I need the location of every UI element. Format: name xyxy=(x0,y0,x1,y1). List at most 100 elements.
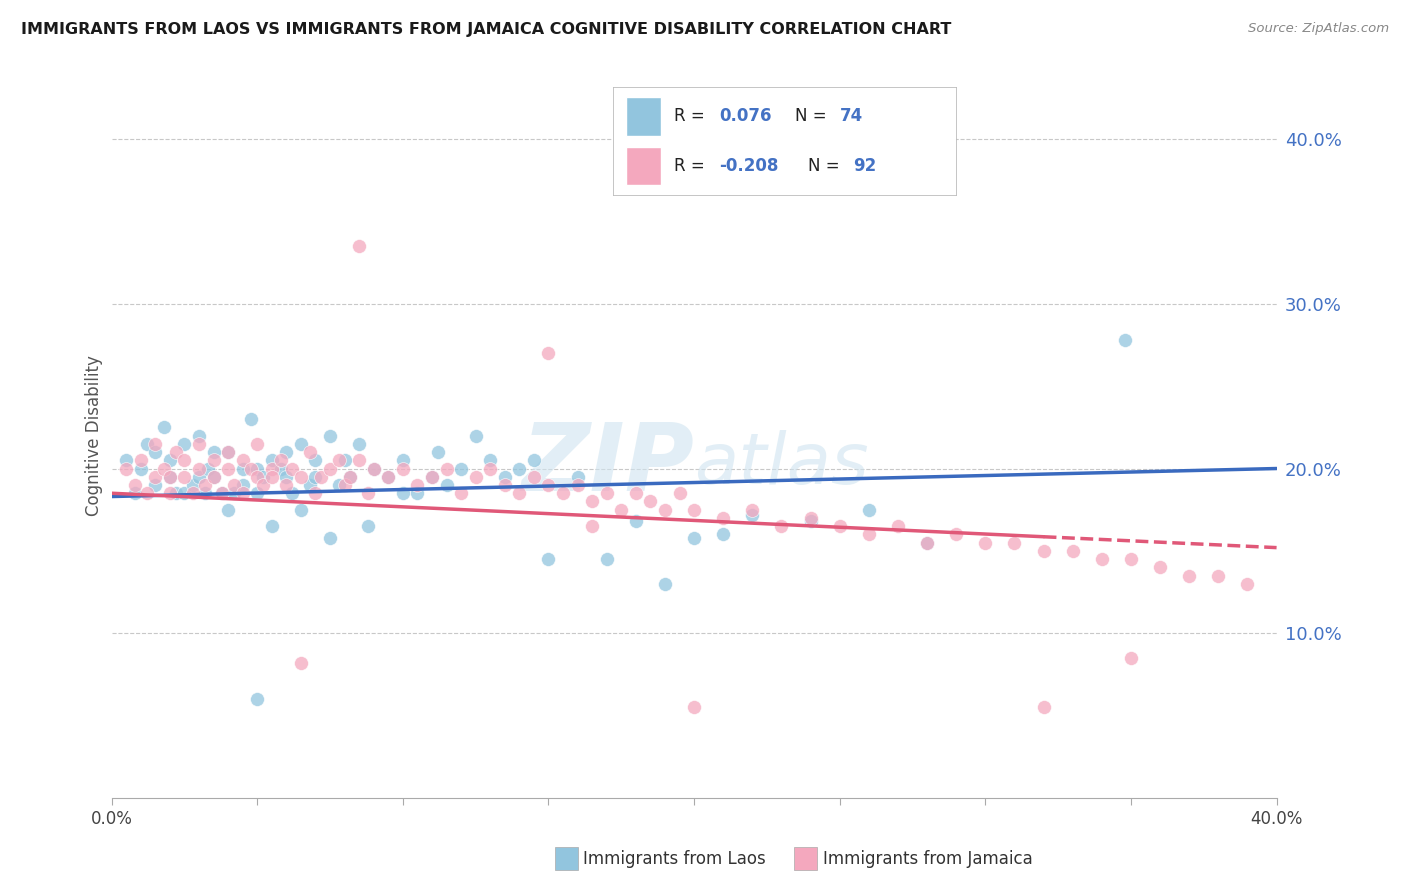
Point xyxy=(624,486,647,500)
Point xyxy=(1119,552,1142,566)
Point xyxy=(181,486,204,500)
Point xyxy=(135,437,157,451)
Point xyxy=(270,461,292,475)
Point xyxy=(129,453,152,467)
Point xyxy=(479,453,502,467)
Point xyxy=(319,531,342,545)
Point xyxy=(406,478,429,492)
Point xyxy=(304,486,326,500)
Point xyxy=(328,453,350,467)
Text: Immigrants from Jamaica: Immigrants from Jamaica xyxy=(823,849,1032,868)
Point xyxy=(246,437,269,451)
Point xyxy=(741,508,763,522)
Point xyxy=(770,519,793,533)
Point xyxy=(194,478,217,492)
Point xyxy=(211,486,233,500)
Point xyxy=(217,502,239,516)
Point xyxy=(800,511,823,525)
Point xyxy=(640,494,662,508)
Point xyxy=(523,453,546,467)
Point xyxy=(304,469,326,483)
Point xyxy=(426,445,449,459)
Point xyxy=(143,437,166,451)
Point xyxy=(246,461,269,475)
Point xyxy=(159,453,181,467)
Point xyxy=(1236,577,1258,591)
Point xyxy=(153,420,176,434)
Point xyxy=(165,486,187,500)
Point xyxy=(260,469,283,483)
Point xyxy=(508,461,530,475)
Point xyxy=(298,478,321,492)
Point xyxy=(436,478,458,492)
Point xyxy=(217,445,239,459)
Point xyxy=(143,469,166,483)
Point xyxy=(420,469,443,483)
Point xyxy=(357,486,380,500)
Point xyxy=(319,461,342,475)
Point xyxy=(392,486,415,500)
Point xyxy=(1178,568,1201,582)
Point xyxy=(537,552,560,566)
Point xyxy=(240,412,263,426)
Point xyxy=(1114,333,1136,347)
Point xyxy=(159,469,181,483)
Point xyxy=(143,445,166,459)
Point xyxy=(143,478,166,492)
Point xyxy=(392,461,415,475)
Point xyxy=(240,461,263,475)
Point xyxy=(304,453,326,467)
Point xyxy=(654,502,676,516)
Point xyxy=(377,469,399,483)
Point xyxy=(668,486,690,500)
Point xyxy=(915,535,938,549)
Text: ZIP: ZIP xyxy=(522,418,695,510)
Point xyxy=(290,656,312,670)
Point xyxy=(246,692,269,706)
Point xyxy=(610,502,633,516)
Point xyxy=(159,469,181,483)
Point xyxy=(581,519,603,533)
Point xyxy=(596,486,619,500)
Point xyxy=(683,531,706,545)
Point xyxy=(683,700,706,714)
Point xyxy=(232,461,254,475)
Point xyxy=(281,461,304,475)
Point xyxy=(858,502,880,516)
Point xyxy=(232,453,254,467)
Point xyxy=(567,478,589,492)
Point xyxy=(887,519,910,533)
Point xyxy=(915,535,938,549)
Point xyxy=(115,453,138,467)
Point xyxy=(377,469,399,483)
Point xyxy=(1032,700,1054,714)
Point xyxy=(124,478,146,492)
Point xyxy=(124,486,146,500)
Point xyxy=(406,486,429,500)
Point xyxy=(252,478,274,492)
Point xyxy=(173,453,195,467)
Point xyxy=(260,461,283,475)
Point xyxy=(1149,560,1171,574)
Point xyxy=(290,469,312,483)
Point xyxy=(173,469,195,483)
Point xyxy=(211,486,233,500)
Point xyxy=(260,453,283,467)
Point xyxy=(537,478,560,492)
Point xyxy=(1119,651,1142,665)
Point xyxy=(298,445,321,459)
Text: atlas: atlas xyxy=(695,430,869,499)
Point xyxy=(202,453,225,467)
Point xyxy=(711,511,734,525)
Point xyxy=(202,445,225,459)
Point xyxy=(357,519,380,533)
Point xyxy=(858,527,880,541)
Point xyxy=(333,478,356,492)
Point xyxy=(537,346,560,360)
Point xyxy=(159,486,181,500)
Point xyxy=(974,535,997,549)
Point xyxy=(567,469,589,483)
Point xyxy=(173,486,195,500)
Point xyxy=(392,453,415,467)
Point xyxy=(270,453,292,467)
